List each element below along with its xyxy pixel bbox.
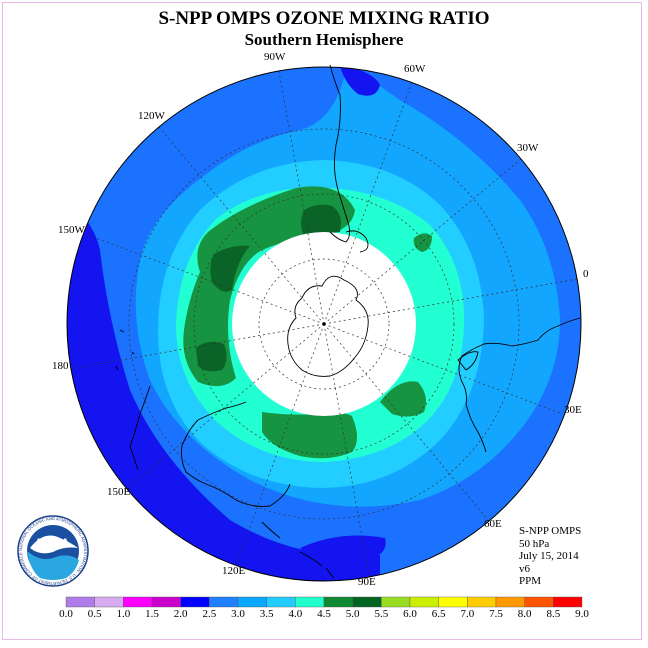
colorbar-tick-label: 1.0 [116,608,131,620]
ozone-band-4.0-4.5-east [380,381,426,417]
info-version: v6 [519,562,530,575]
graticule [70,70,578,578]
colorbar-swatch [553,596,583,608]
colorbar-swatch [266,596,296,608]
lon-label-60e: 60E [484,518,502,530]
lon-label-60w: 60W [404,63,426,75]
madagascar [457,351,479,371]
colorbar-swatch [352,596,382,608]
colorbar-swatch [409,596,439,608]
lon-label-180: 180 [52,360,69,372]
colorbar-swatch [65,596,95,608]
colorbar-swatch [495,596,525,608]
lon-label-30e: 30E [564,404,582,416]
colorbar-tick-label: 2.5 [202,608,217,620]
colorbar-tick-label: 9.0 [575,608,589,620]
figure-frame [2,2,642,640]
colorbar-swatch [524,596,554,608]
colorbar-swatch [151,596,181,608]
colorbar-tick-label: 7.5 [489,608,503,620]
australia-coast [181,401,291,507]
colorbar-tick-label: 0.5 [87,608,102,620]
noaa-logo: NOAA NATIONAL OCEANIC AND ATMOSPHERIC AD… [17,515,89,587]
antarctica-coast [287,275,369,377]
ozone-band-below-2.0-bottom [300,535,386,563]
ozone-band-4.5-5.0-west [210,245,250,292]
lon-label-90e: 90E [358,576,376,588]
ozone-band-4.0-4.5-ne [413,233,432,252]
meridian-150w [87,234,325,325]
colorbar-tick-label: 8.0 [517,608,532,620]
colorbar-swatch [438,596,468,608]
info-units: PPM [519,575,542,587]
colorbar-tick-label: 6.0 [403,608,417,620]
colorbar-tick-label: 4.5 [317,608,331,620]
latitude-circle-3 [128,128,520,520]
map-subtitle: Southern Hemisphere [244,30,404,49]
ozone-band-below-2.0-top [340,67,380,96]
noaa-logo-text: NOAA [37,537,69,549]
lon-label-150e: 150E [107,486,131,498]
colorbar-tick-label: 1.5 [145,608,159,620]
colorbar-swatch [467,596,497,608]
colorbar-tick-label: 5.0 [345,608,360,620]
product-info: S-NPP OMPS 50 hPa July 15, 2014 v6 PPM [519,525,581,588]
info-product: S-NPP OMPS [519,525,582,537]
latitude-circle-1 [258,258,390,390]
colorbar-swatch [323,596,353,608]
colorbar-swatch [94,596,124,608]
colorbar-tick-label: 6.5 [431,608,446,620]
info-level: 50 hPa [519,537,550,550]
colorbar-tick-label: 2.0 [173,608,188,620]
colorbar-swatch [237,596,267,608]
ozone-band-4.5-5.0-sw [196,341,227,372]
colorbar [65,596,583,608]
ozone-band-below-2.0 [67,200,380,581]
info-date: July 15, 2014 [519,550,579,562]
indian-islands [115,329,135,371]
colorbar-tick-label: 5.5 [374,608,389,620]
lon-label-30w: 30W [517,142,539,154]
ozone-band-2.0-2.5 [67,67,581,581]
new-zealand [129,385,151,471]
colorbar-swatch [209,596,239,608]
map-boundary [66,66,582,582]
antarctic-peninsula [345,230,369,253]
south-pole-marker [322,322,326,326]
africa-coast [458,317,581,453]
coastlines [115,64,581,579]
south-america-coast [329,64,351,243]
colorbar-swatch [295,596,325,608]
colorbar-tick-label: 3.5 [259,608,274,620]
meridian-30e [323,323,561,414]
colorbar-tick-label: 8.5 [546,608,561,620]
lon-label-0: 0 [583,268,589,280]
south-pacific-isles [261,521,335,579]
colorbar-tick-label: 7.0 [460,608,475,620]
ozone-band-4.0-4.5-south [262,412,357,459]
lon-label-120e: 120E [222,565,246,577]
lon-label-120w: 120W [138,110,165,122]
colorbar-swatch [123,596,153,608]
colorbar-tick-label: 0.0 [59,608,73,620]
lon-label-150w: 150W [58,224,85,236]
colorbar-swatch [381,596,411,608]
ozone-band-4.5-5.0-north [301,204,341,236]
colorbar-swatch [180,596,210,608]
latitude-circle-2 [193,193,455,455]
colorbar-tick-label: 4.0 [288,608,303,620]
colorbar-tick-label: 3.0 [231,608,245,620]
lon-label-90w: 90W [264,51,286,63]
map-title: S-NPP OMPS OZONE MIXING RATIO [158,8,490,29]
